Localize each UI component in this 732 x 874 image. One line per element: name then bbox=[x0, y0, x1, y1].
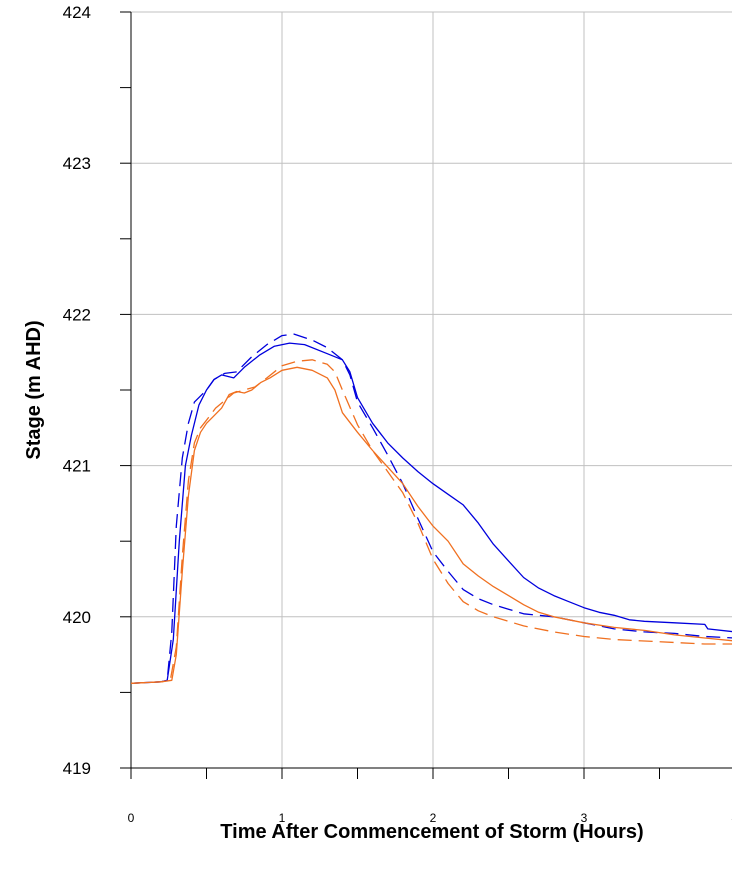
y-axis-title: Stage (m AHD) bbox=[23, 320, 45, 459]
x-tick-label: 3 bbox=[581, 811, 588, 825]
y-tick-label: 419 bbox=[63, 759, 91, 778]
series-line-2 bbox=[131, 333, 732, 684]
x-axis-title: Time After Commencement of Storm (Hours) bbox=[220, 821, 643, 843]
y-tick-label: 424 bbox=[63, 3, 91, 22]
x-tick-label: 0 bbox=[128, 811, 135, 825]
y-tick-label: 423 bbox=[63, 154, 91, 173]
y-tick-label: 422 bbox=[63, 305, 91, 324]
x-tick-label: 2 bbox=[430, 811, 437, 825]
y-tick-label: 420 bbox=[63, 608, 91, 627]
series-line-4 bbox=[131, 359, 732, 684]
series-lines bbox=[131, 333, 732, 684]
grid-lines bbox=[131, 11, 732, 768]
tick-labels: 41942042142242342401234 bbox=[63, 3, 732, 825]
y-tick-label: 421 bbox=[63, 457, 91, 476]
series-line-1 bbox=[131, 342, 732, 684]
axes bbox=[120, 11, 732, 779]
series-line-3 bbox=[131, 366, 732, 684]
x-tick-label: 1 bbox=[279, 811, 286, 825]
